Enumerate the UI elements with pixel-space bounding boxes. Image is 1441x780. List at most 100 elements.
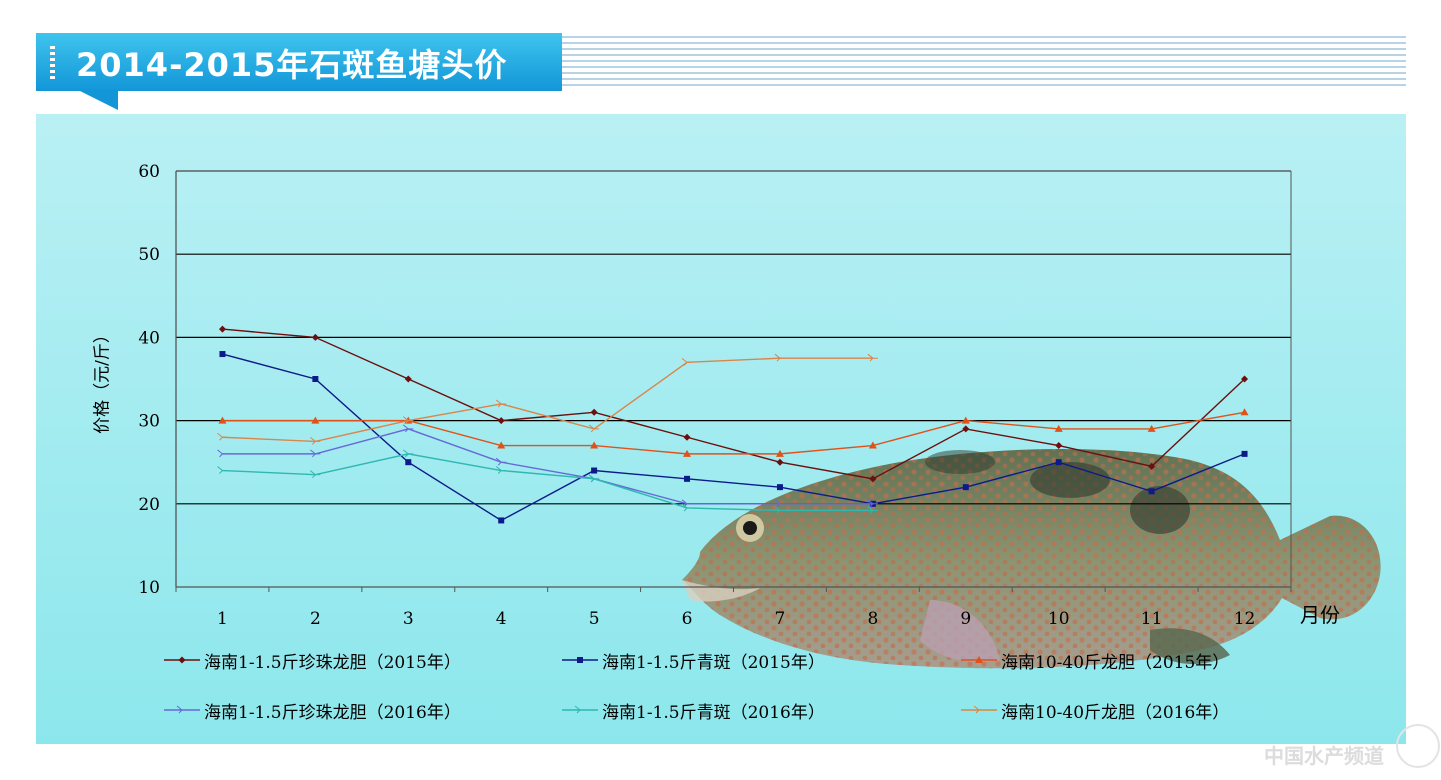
series-1-point-10 [1055, 442, 1063, 450]
series-2-point-4 [498, 517, 505, 524]
series-3-point-8 [868, 441, 877, 449]
legend-item-6: 海南10-40斤龙胆（2016年） [961, 698, 1230, 723]
series-3-point-7 [775, 449, 784, 457]
legend-item-4: 海南1-1.5斤珍珠龙胆（2016年） [164, 698, 461, 723]
series-1-point-4 [497, 417, 505, 425]
series-5-point-7 [774, 506, 785, 514]
series-3-point-2 [311, 416, 320, 424]
series-2-point-11 [1148, 488, 1155, 495]
legend-label-1: 海南1-1.5斤珍珠龙胆（2015年） [204, 652, 461, 673]
series-5-point-6 [681, 503, 693, 512]
series-2-line [222, 353, 1245, 522]
series-2-point-1 [219, 351, 226, 358]
series-5 [217, 449, 878, 514]
series-2-point-6 [684, 475, 691, 482]
series-4-line [222, 428, 873, 505]
series-2-point-9 [962, 484, 969, 491]
series-1-point-7 [776, 458, 784, 466]
series-6-point-4 [495, 399, 507, 408]
series-5-line [222, 453, 873, 512]
series-6-point-2 [310, 437, 321, 445]
x-tick-1: 1 [217, 609, 228, 629]
chart-axes [175, 170, 1292, 592]
x-tick-4: 4 [496, 609, 507, 629]
series-4-point-7 [774, 499, 785, 508]
series-3-point-6 [683, 449, 692, 457]
legend-label-6: 海南10-40斤龙胆（2016年） [1001, 702, 1230, 723]
series-2-point-7 [776, 484, 783, 491]
legend-item-2: 海南1-1.5斤青斑（2015年） [562, 648, 825, 673]
chart-series [217, 325, 1249, 524]
series-6 [217, 353, 878, 445]
series-6-point-6 [681, 357, 693, 366]
y-tick-20: 20 [138, 495, 160, 515]
series-5-point-1 [217, 466, 228, 474]
series-1-point-5 [590, 408, 598, 416]
legend-swatch-1 [164, 656, 200, 664]
series-5-point-8 [867, 506, 878, 514]
series-5-point-4 [495, 466, 507, 474]
series-1 [218, 325, 1249, 483]
series-5-point-3 [402, 449, 414, 458]
series-3-point-4 [497, 441, 506, 449]
watermark-text: 中国水产频道 [1264, 744, 1384, 768]
legend-swatch-6 [961, 705, 997, 714]
series-3 [218, 408, 1249, 457]
series-1-point-11 [1148, 462, 1156, 470]
series-4-point-3 [402, 424, 414, 433]
series-2-point-10 [1055, 459, 1062, 466]
x-tick-3: 3 [403, 609, 414, 629]
legend-swatch-5 [562, 705, 598, 714]
series-3-point-11 [1147, 424, 1156, 432]
x-tick-9: 9 [960, 609, 971, 629]
series-4-point-1 [217, 449, 228, 458]
series-6-point-8 [867, 353, 878, 362]
series-6-point-1 [217, 432, 228, 441]
legend-label-3: 海南10-40斤龙胆（2015年） [1001, 652, 1230, 673]
y-tick-labels: 10 20 30 40 50 60 [138, 162, 160, 598]
legend-item-5: 海南1-1.5斤青斑（2016年） [562, 698, 825, 723]
series-1-point-3 [404, 375, 412, 383]
series-3-point-9 [961, 416, 970, 424]
series-2-point-5 [591, 467, 598, 474]
legend-item-1: 海南1-1.5斤珍珠龙胆（2015年） [164, 648, 461, 673]
legend-label-4: 海南1-1.5斤珍珠龙胆（2016年） [204, 702, 461, 723]
x-tick-7: 7 [775, 609, 786, 629]
x-tick-8: 8 [867, 609, 878, 629]
y-axis-label: 价格（元/斤） [92, 326, 113, 434]
series-1-point-9 [962, 425, 970, 433]
header-stripes [562, 36, 1406, 88]
y-tick-30: 30 [138, 412, 160, 432]
legend-swatch-3 [961, 656, 997, 663]
legend-item-3: 海南10-40斤龙胆（2015年） [961, 648, 1230, 673]
legend-marker [176, 705, 187, 714]
series-2-point-2 [312, 376, 319, 382]
y-tick-50: 50 [138, 245, 160, 265]
series-1-point-8 [869, 475, 877, 483]
legend-swatch-4 [164, 705, 200, 714]
title-banner-tail [78, 90, 118, 110]
legend-swatch-2 [562, 657, 598, 663]
legend-marker [975, 656, 983, 663]
x-axis-label: 月份 [1300, 603, 1340, 627]
series-4-point-4 [495, 457, 507, 466]
series-5-point-5 [588, 474, 600, 483]
watermark-globe-icon [1396, 724, 1440, 768]
series-6-line [222, 357, 873, 443]
series-5-point-2 [310, 470, 321, 479]
legend-marker [973, 705, 984, 714]
y-tick-10: 10 [138, 578, 160, 598]
x-tick-12: 12 [1234, 609, 1256, 629]
series-2-point-12 [1241, 450, 1248, 457]
series-4-point-8 [867, 499, 878, 508]
series-2-point-3 [405, 459, 412, 466]
series-1-point-1 [218, 325, 226, 333]
x-tick-labels: 1 2 3 4 5 6 7 8 9 10 11 12 [217, 609, 1255, 629]
title-dots-icon [50, 46, 55, 80]
x-tick-11: 11 [1141, 609, 1163, 629]
series-3-point-5 [590, 441, 599, 449]
legend-label-5: 海南1-1.5斤青斑（2016年） [602, 702, 825, 723]
legend-marker [574, 705, 585, 714]
legend-label-2: 海南1-1.5斤青斑（2015年） [602, 652, 825, 673]
